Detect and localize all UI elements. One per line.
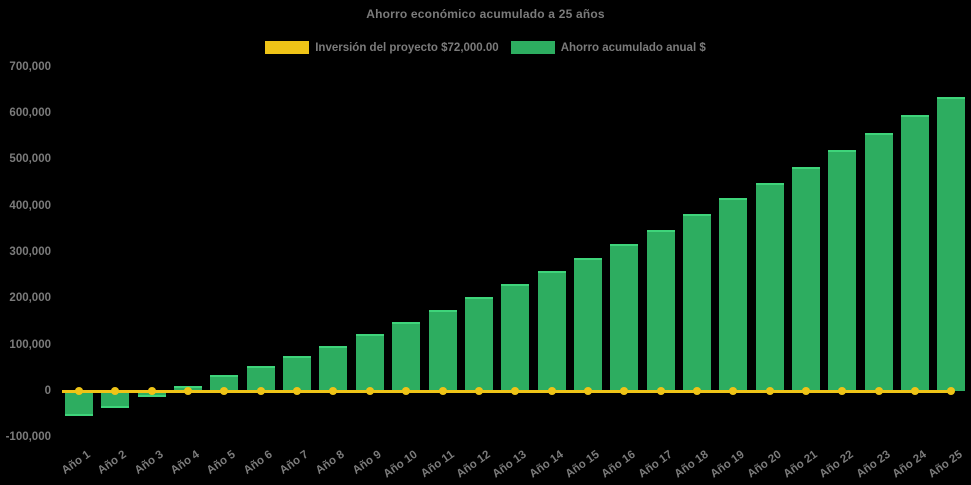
y-axis-tick-label: 400,000: [9, 200, 51, 212]
x-axis-label: Año 17: [636, 448, 675, 481]
bar-ano-8: [319, 346, 347, 391]
y-axis-tick-label: -100,000: [5, 431, 51, 443]
investment-line-marker-icon: [657, 387, 665, 395]
x-axis-label: Año 1: [59, 448, 93, 477]
investment-line-marker-icon: [184, 387, 192, 395]
bar-ano-20: [756, 183, 784, 391]
chart-title: Ahorro económico acumulado a 25 años: [366, 7, 605, 21]
bar-ano-17: [647, 230, 675, 391]
investment-line-marker-icon: [402, 387, 410, 395]
x-axis-label: Año 6: [241, 448, 275, 477]
bar-ano-6: [247, 366, 275, 391]
investment-line-marker-icon: [875, 387, 883, 395]
investment-line-marker-icon: [584, 387, 592, 395]
legend-item-investment: Inversión del proyecto $72,000.00: [265, 41, 499, 54]
investment-line-marker-icon: [911, 387, 919, 395]
bar-ano-14: [538, 271, 566, 391]
bar-ano-18: [683, 214, 711, 391]
bar-ano-21: [792, 167, 820, 391]
x-axis-label: Año 16: [599, 448, 638, 481]
investment-line-marker-icon: [548, 387, 556, 395]
x-axis-label: Año 19: [708, 448, 747, 481]
bar-ano-15: [574, 258, 602, 391]
investment-line-marker-icon: [511, 387, 519, 395]
investment-line-marker-icon: [729, 387, 737, 395]
investment-line-marker-icon: [620, 387, 628, 395]
investment-line-marker-icon: [220, 387, 228, 395]
x-axis-label: Año 2: [95, 448, 129, 477]
investment-line: [62, 390, 953, 393]
bar-ano-23: [865, 133, 893, 391]
y-axis-tick-label: 0: [44, 385, 51, 397]
x-axis-label: Año 22: [817, 448, 856, 481]
bar-ano-12: [465, 297, 493, 391]
investment-line-marker-icon: [439, 387, 447, 395]
legend-item-savings: Ahorro acumulado anual $: [510, 41, 706, 54]
x-axis-label: Año 23: [854, 448, 893, 481]
y-axis-tick-label: 100,000: [9, 339, 51, 351]
bar-ano-22: [828, 150, 856, 391]
bar-ano-25: [937, 97, 965, 391]
x-axis-label: Año 9: [350, 448, 384, 477]
investment-line-marker-icon: [257, 387, 265, 395]
x-axis-label: Año 3: [132, 448, 166, 477]
bar-ano-24: [901, 115, 929, 391]
legend-marker-savings-icon: [510, 41, 555, 54]
y-axis-tick-label: 700,000: [9, 61, 51, 73]
investment-line-marker-icon: [293, 387, 301, 395]
bar-ano-9: [356, 334, 384, 391]
investment-line-marker-icon: [475, 387, 483, 395]
x-axis-label: Año 8: [313, 448, 347, 477]
legend: Inversión del proyecto $72,000.00 Ahorro…: [0, 41, 971, 54]
investment-line-marker-icon: [766, 387, 774, 395]
bar-ano-1: [65, 391, 93, 416]
y-axis-tick-label: 200,000: [9, 292, 51, 304]
bar-ano-13: [501, 284, 529, 391]
investment-line-marker-icon: [148, 387, 156, 395]
x-axis-label: Año 10: [381, 448, 420, 481]
investment-line-marker-icon: [111, 387, 119, 395]
bar-ano-5: [210, 375, 238, 391]
x-axis-label: Año 4: [168, 448, 202, 477]
investment-line-marker-icon: [329, 387, 337, 395]
investment-line-marker-icon: [947, 387, 955, 395]
x-axis-label: Año 5: [204, 448, 238, 477]
investment-line-marker-icon: [838, 387, 846, 395]
x-axis-label: Año 13: [490, 448, 529, 481]
x-axis-label: Año 21: [781, 448, 820, 481]
bar-ano-2: [101, 391, 129, 408]
bar-ano-16: [610, 244, 638, 391]
y-axis-tick-label: 500,000: [9, 153, 51, 165]
legend-marker-investment-icon: [265, 41, 310, 54]
x-axis-label: Año 11: [418, 448, 457, 481]
x-axis-label: Año 20: [745, 448, 784, 481]
x-axis-label: Año 7: [277, 448, 311, 477]
investment-line-marker-icon: [75, 387, 83, 395]
bar-ano-7: [283, 356, 311, 391]
x-axis-label: Año 15: [563, 448, 602, 481]
legend-label-investment: Inversión del proyecto $72,000.00: [315, 41, 499, 54]
bar-ano-19: [719, 198, 747, 391]
investment-line-marker-icon: [693, 387, 701, 395]
bar-ano-11: [429, 310, 457, 391]
x-axis-label: Año 12: [454, 448, 493, 481]
legend-label-savings: Ahorro acumulado anual $: [560, 41, 706, 54]
y-axis-tick-label: 600,000: [9, 107, 51, 119]
x-axis-label: Año 14: [527, 448, 566, 481]
bar-ano-10: [392, 322, 420, 391]
x-axis-label: Año 24: [890, 448, 929, 481]
x-axis-label: Año 18: [672, 448, 711, 481]
x-axis-label: Año 25: [926, 448, 965, 481]
investment-line-marker-icon: [802, 387, 810, 395]
y-axis-tick-label: 300,000: [9, 246, 51, 258]
investment-line-marker-icon: [366, 387, 374, 395]
